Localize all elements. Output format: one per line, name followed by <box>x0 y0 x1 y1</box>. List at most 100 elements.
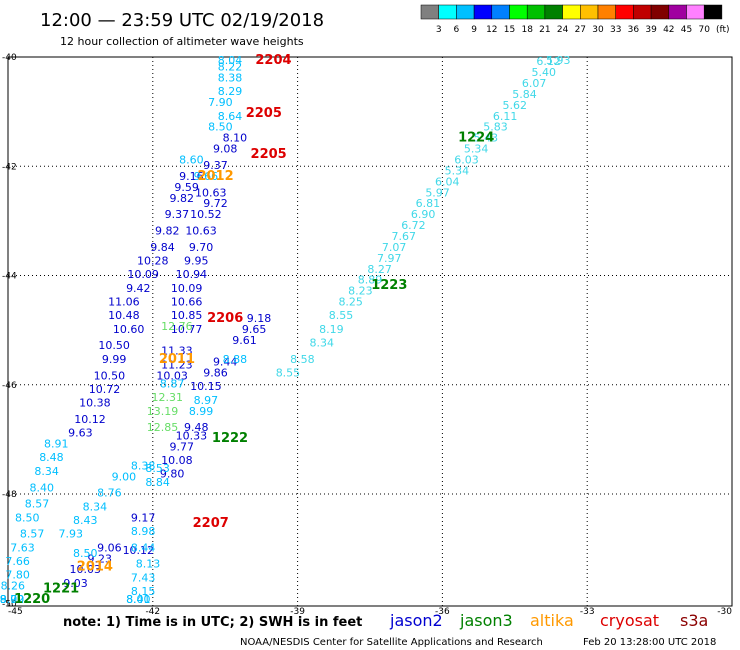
wave-height-value: 8.34 <box>309 337 334 350</box>
wave-height-value: 10.12 <box>123 544 155 557</box>
color-tick-label: 18 <box>521 25 533 35</box>
wave-height-value: 8.38 <box>218 72 243 85</box>
wave-height-value: 6.03 <box>454 154 479 167</box>
wave-height-value: 5.62 <box>503 99 528 112</box>
wave-height-value: 8.92 <box>0 593 24 606</box>
color-swatch <box>420 4 439 20</box>
wave-height-value: 9.18 <box>247 312 272 325</box>
wave-height-value: 10.12 <box>74 413 106 426</box>
color-tick-label: 15 <box>504 25 515 35</box>
color-tick-label: 9 <box>471 25 477 35</box>
legend-entry: jason2 <box>389 611 443 630</box>
wave-height-value: 5.43 <box>474 132 499 145</box>
wave-height-value: 9.66 <box>194 170 219 183</box>
wave-height-value: 9.44 <box>213 356 238 369</box>
color-swatch <box>509 4 528 20</box>
y-tick-label: -40 <box>2 53 17 63</box>
wave-height-value: 7.67 <box>392 230 417 243</box>
wave-height-value: 10.66 <box>171 296 203 309</box>
wave-height-value: 12.76 <box>161 320 193 333</box>
wave-height-value: 10.94 <box>176 268 208 281</box>
wave-height-value: 5.34 <box>445 164 470 177</box>
wave-height-value: 8.40 <box>30 481 55 494</box>
y-tick-label: -46 <box>2 381 17 391</box>
footer-timestamp: Feb 20 13:28:00 UTC 2018 <box>583 637 716 648</box>
wave-height-value: 7.97 <box>377 252 402 265</box>
wave-height-value: 8.10 <box>223 132 248 145</box>
color-tick-label: 70 <box>698 25 710 35</box>
wave-height-value: 9.37 <box>165 208 190 221</box>
wave-height-value: 8.50 <box>15 511 40 524</box>
color-swatch <box>562 4 581 20</box>
wave-height-value: 10.60 <box>113 323 145 336</box>
wave-height-value: 8.15 <box>131 585 156 598</box>
color-tick-label: 24 <box>557 25 569 35</box>
wave-height-value: 9.48 <box>184 421 209 434</box>
wave-height-value: 6.90 <box>411 208 436 221</box>
wave-height-value: 10.77 <box>171 323 203 336</box>
wave-height-value: 6.11 <box>493 110 518 123</box>
wave-height-value: 10.09 <box>127 268 159 281</box>
wave-height-value: 10.33 <box>176 429 208 442</box>
wave-height-value: 9.42 <box>126 282 151 295</box>
color-swatch <box>633 4 652 20</box>
wave-height-value: 8.41 <box>126 593 151 606</box>
wave-height-value: 9.23 <box>87 552 112 565</box>
chart-title: 12:00 — 23:59 UTC 02/19/2018 <box>40 10 324 31</box>
track-label: 2011 <box>159 352 195 367</box>
wave-height-value: 8.48 <box>39 451 64 464</box>
wave-height-value: 8.50 <box>208 121 233 134</box>
wave-height-value: 8.57 <box>20 528 45 541</box>
wave-height-value: 10.50 <box>98 339 130 352</box>
wave-height-value: 8.99 <box>189 405 214 418</box>
wave-height-value: 8.57 <box>25 498 50 511</box>
y-tick-label: -50 <box>2 599 17 609</box>
wave-height-value: 10.15 <box>190 380 222 393</box>
wave-height-value: 9.03 <box>63 577 88 590</box>
wave-height-value: 9.82 <box>155 225 180 238</box>
wave-height-value: 9.86 <box>203 367 228 380</box>
wave-height-value: 8.84 <box>145 476 170 489</box>
wave-height-value: 8.58 <box>290 353 315 366</box>
wave-height-value: 11.23 <box>161 358 193 371</box>
color-swatch <box>597 4 616 20</box>
wave-height-value: 8.26 <box>1 580 26 593</box>
wave-height-value: 8.25 <box>338 296 363 309</box>
footer-credit: NOAA/NESDIS Center for Satellite Applica… <box>240 637 543 648</box>
wave-height-value: 9.70 <box>189 241 214 254</box>
y-tick-label: -44 <box>2 272 17 282</box>
track-label: 2014 <box>77 559 113 574</box>
wave-height-value: 10.03 <box>156 369 188 382</box>
wave-height-value: 8.50 <box>73 547 98 560</box>
track-label: 1220 <box>14 592 50 607</box>
wave-height-value: 6.81 <box>416 197 441 210</box>
color-swatch <box>473 4 493 20</box>
wave-height-value: 10.63 <box>185 225 217 238</box>
color-swatch <box>456 4 475 20</box>
color-swatch <box>615 4 634 20</box>
wave-height-value: 9.95 <box>184 255 209 268</box>
wave-height-value: 8.55 <box>329 309 354 322</box>
wave-height-value: 12.31 <box>152 391 184 404</box>
color-tick-label: 12 <box>486 25 497 35</box>
color-tick-label: 45 <box>681 25 692 35</box>
wave-height-value: 6.72 <box>401 219 426 232</box>
legend-entry: s3a <box>680 611 708 630</box>
wave-height-value: 9.80 <box>160 468 185 481</box>
chart-subtitle: 12 hour collection of altimeter wave hei… <box>60 35 304 48</box>
wave-height-value: 8.89 <box>358 274 383 287</box>
legend-entry: cryosat <box>600 611 659 630</box>
footer-note: note: 1) Time is in UTC; 2) SWH is in fe… <box>63 615 362 630</box>
wave-height-value: 10.63 <box>195 186 227 199</box>
wave-height-value: 7.07 <box>382 241 407 254</box>
wave-height-value: 9.06 <box>97 541 122 554</box>
wave-height-value: 8.60 <box>179 154 204 167</box>
grid-lines <box>8 56 732 606</box>
x-tick-label: -42 <box>145 607 160 617</box>
wave-height-value: 9.08 <box>213 143 238 156</box>
wave-height-value: 5.84 <box>512 88 537 101</box>
wave-height-value: 13.19 <box>147 405 179 418</box>
